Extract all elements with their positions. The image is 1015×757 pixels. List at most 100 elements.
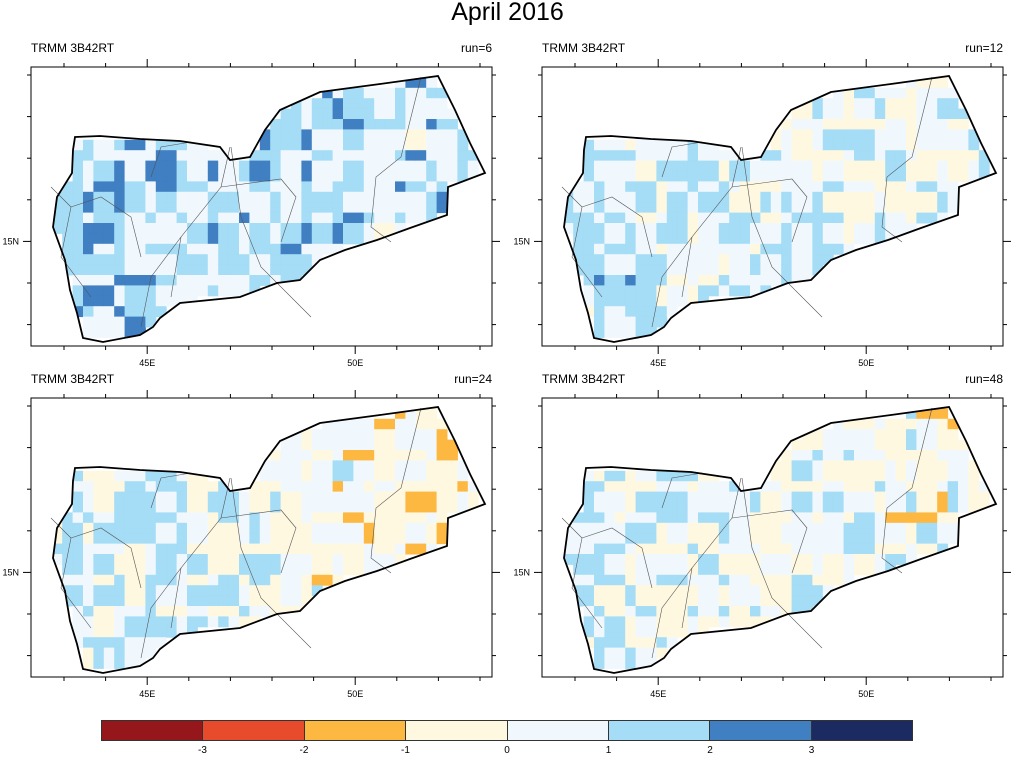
grid-cell bbox=[802, 533, 813, 545]
grid-cell bbox=[822, 439, 834, 451]
grid-cell bbox=[822, 108, 834, 120]
grid-cell bbox=[677, 150, 689, 162]
grid-cell bbox=[708, 564, 720, 576]
grid-cell bbox=[218, 522, 230, 534]
grid-cell bbox=[166, 150, 178, 162]
grid-cell bbox=[895, 450, 907, 461]
grid-cell bbox=[187, 543, 198, 555]
grid-cell bbox=[833, 418, 845, 430]
grid-cell bbox=[436, 160, 448, 172]
grid-cell bbox=[374, 418, 386, 430]
grid-cell bbox=[51, 223, 63, 234]
grid-cell bbox=[145, 470, 157, 482]
grid-cell bbox=[760, 181, 772, 193]
colorbar-label: -2 bbox=[299, 745, 309, 756]
grid-cell bbox=[666, 243, 678, 255]
grid-cell bbox=[363, 119, 375, 130]
grid-cell bbox=[677, 502, 689, 513]
grid-cell bbox=[447, 450, 458, 461]
grid-cell bbox=[604, 470, 616, 482]
grid-cell bbox=[947, 108, 959, 120]
grid-cell bbox=[166, 171, 178, 182]
grid-cell bbox=[311, 243, 323, 255]
colorbar-label: 2 bbox=[707, 745, 713, 756]
grid-cell bbox=[978, 160, 990, 172]
grid-cell bbox=[114, 139, 126, 151]
grid-cell bbox=[218, 564, 230, 576]
country-outline bbox=[52, 406, 487, 674]
grid-cell bbox=[854, 119, 865, 130]
grid-cell bbox=[363, 512, 375, 524]
grid-cell bbox=[467, 160, 479, 172]
grid-cell bbox=[864, 460, 876, 472]
grid-cell bbox=[666, 585, 678, 597]
grid-cell bbox=[374, 429, 386, 441]
grid-cell bbox=[176, 512, 188, 524]
grid-cell bbox=[124, 306, 136, 318]
grid-cell bbox=[155, 481, 167, 493]
grid-cell bbox=[405, 408, 417, 420]
grid-cell bbox=[436, 439, 448, 451]
grid-cell bbox=[291, 595, 302, 607]
grid-cell bbox=[457, 129, 469, 141]
grid-cell bbox=[103, 647, 115, 659]
grid-cell bbox=[280, 212, 292, 224]
grid-cell bbox=[833, 119, 845, 130]
grid-cell bbox=[583, 254, 595, 266]
grid-cell bbox=[625, 306, 637, 318]
grid-cell bbox=[114, 191, 126, 203]
grid-cell bbox=[197, 233, 209, 245]
grid-cell bbox=[677, 275, 689, 286]
grid-cell bbox=[93, 512, 105, 524]
grid-cell bbox=[322, 87, 334, 99]
grid-cell bbox=[135, 295, 146, 307]
grid-cell bbox=[343, 429, 354, 441]
grid-cell bbox=[259, 481, 271, 493]
grid-cell bbox=[864, 522, 876, 534]
grid-cell bbox=[947, 191, 959, 203]
grid-cell bbox=[228, 574, 240, 586]
grid-cell bbox=[384, 108, 396, 120]
grid-cell bbox=[395, 522, 406, 534]
grid-cell bbox=[802, 429, 813, 441]
grid-cell bbox=[770, 522, 782, 534]
grid-cell bbox=[583, 212, 595, 224]
grid-cell bbox=[885, 543, 897, 555]
grid-cell bbox=[937, 460, 949, 472]
grid-cell bbox=[874, 512, 886, 524]
grid-cell bbox=[436, 181, 448, 193]
grid-cell bbox=[978, 502, 990, 513]
grid-cell bbox=[291, 191, 302, 203]
map-panel-run-12: TRMM 3B42RT run=12 45E 50E 15N bbox=[511, 40, 1011, 368]
grid-cell bbox=[833, 460, 845, 472]
grid-cell bbox=[833, 212, 845, 224]
grid-cell bbox=[384, 150, 396, 162]
grid-cell bbox=[614, 160, 626, 172]
grid-cell bbox=[176, 181, 188, 193]
grid-cell bbox=[72, 150, 84, 162]
grid-cell bbox=[322, 554, 334, 565]
grid-cell bbox=[812, 181, 824, 193]
grid-cell bbox=[124, 554, 136, 565]
grid-cell bbox=[83, 316, 94, 328]
grid-cell bbox=[124, 327, 136, 338]
grid-cell bbox=[583, 171, 595, 182]
grid-cell bbox=[822, 212, 834, 224]
grid-cell bbox=[656, 470, 668, 482]
grid-cell bbox=[916, 522, 928, 534]
grid-cell bbox=[656, 554, 668, 565]
grid-cell bbox=[646, 522, 657, 534]
grid-cell bbox=[332, 108, 344, 120]
grid-cell bbox=[291, 181, 302, 193]
grid-cell bbox=[103, 316, 115, 328]
grid-cell bbox=[93, 574, 105, 586]
grid-cell bbox=[249, 243, 261, 255]
grid-cell bbox=[770, 129, 782, 141]
grid-cell bbox=[426, 439, 438, 451]
grid-cell bbox=[426, 533, 438, 545]
grid-cell bbox=[311, 202, 323, 214]
grid-cell bbox=[822, 564, 834, 576]
grid-cell bbox=[885, 481, 897, 493]
grid-cell bbox=[218, 233, 230, 245]
grid-cell bbox=[311, 585, 323, 597]
